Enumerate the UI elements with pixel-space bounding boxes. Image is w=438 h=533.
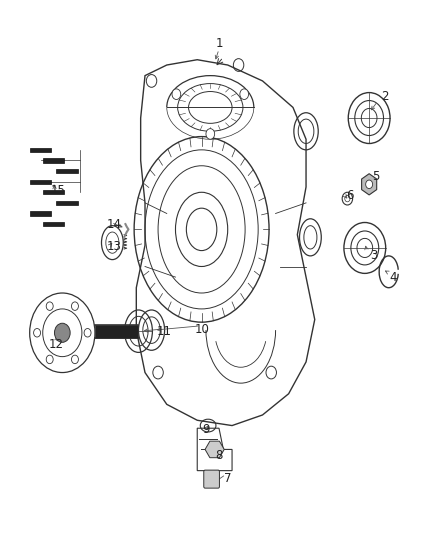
Polygon shape [43, 190, 64, 195]
Text: 4: 4 [389, 271, 397, 284]
Text: 15: 15 [50, 184, 65, 197]
Text: 14: 14 [106, 217, 121, 231]
Polygon shape [56, 201, 78, 205]
Polygon shape [30, 148, 51, 152]
FancyBboxPatch shape [204, 470, 219, 488]
Polygon shape [205, 441, 224, 458]
Text: 3: 3 [370, 249, 377, 262]
Polygon shape [30, 180, 51, 184]
Text: 1: 1 [215, 37, 223, 50]
Text: 11: 11 [157, 325, 172, 338]
Polygon shape [30, 212, 51, 216]
Text: 12: 12 [48, 338, 64, 351]
Polygon shape [43, 222, 64, 226]
Text: 6: 6 [346, 189, 353, 203]
Polygon shape [43, 158, 64, 163]
Text: 9: 9 [202, 423, 210, 436]
Polygon shape [95, 325, 138, 338]
Circle shape [172, 89, 181, 100]
Text: 8: 8 [215, 449, 223, 462]
Text: 5: 5 [372, 170, 379, 183]
Text: 13: 13 [106, 240, 121, 253]
Circle shape [366, 180, 373, 189]
Circle shape [206, 128, 215, 139]
Polygon shape [56, 169, 78, 173]
Text: 7: 7 [224, 472, 231, 485]
Polygon shape [362, 174, 377, 195]
Text: 2: 2 [381, 90, 388, 103]
Text: 10: 10 [195, 322, 210, 336]
Circle shape [240, 89, 249, 100]
Circle shape [54, 323, 70, 342]
